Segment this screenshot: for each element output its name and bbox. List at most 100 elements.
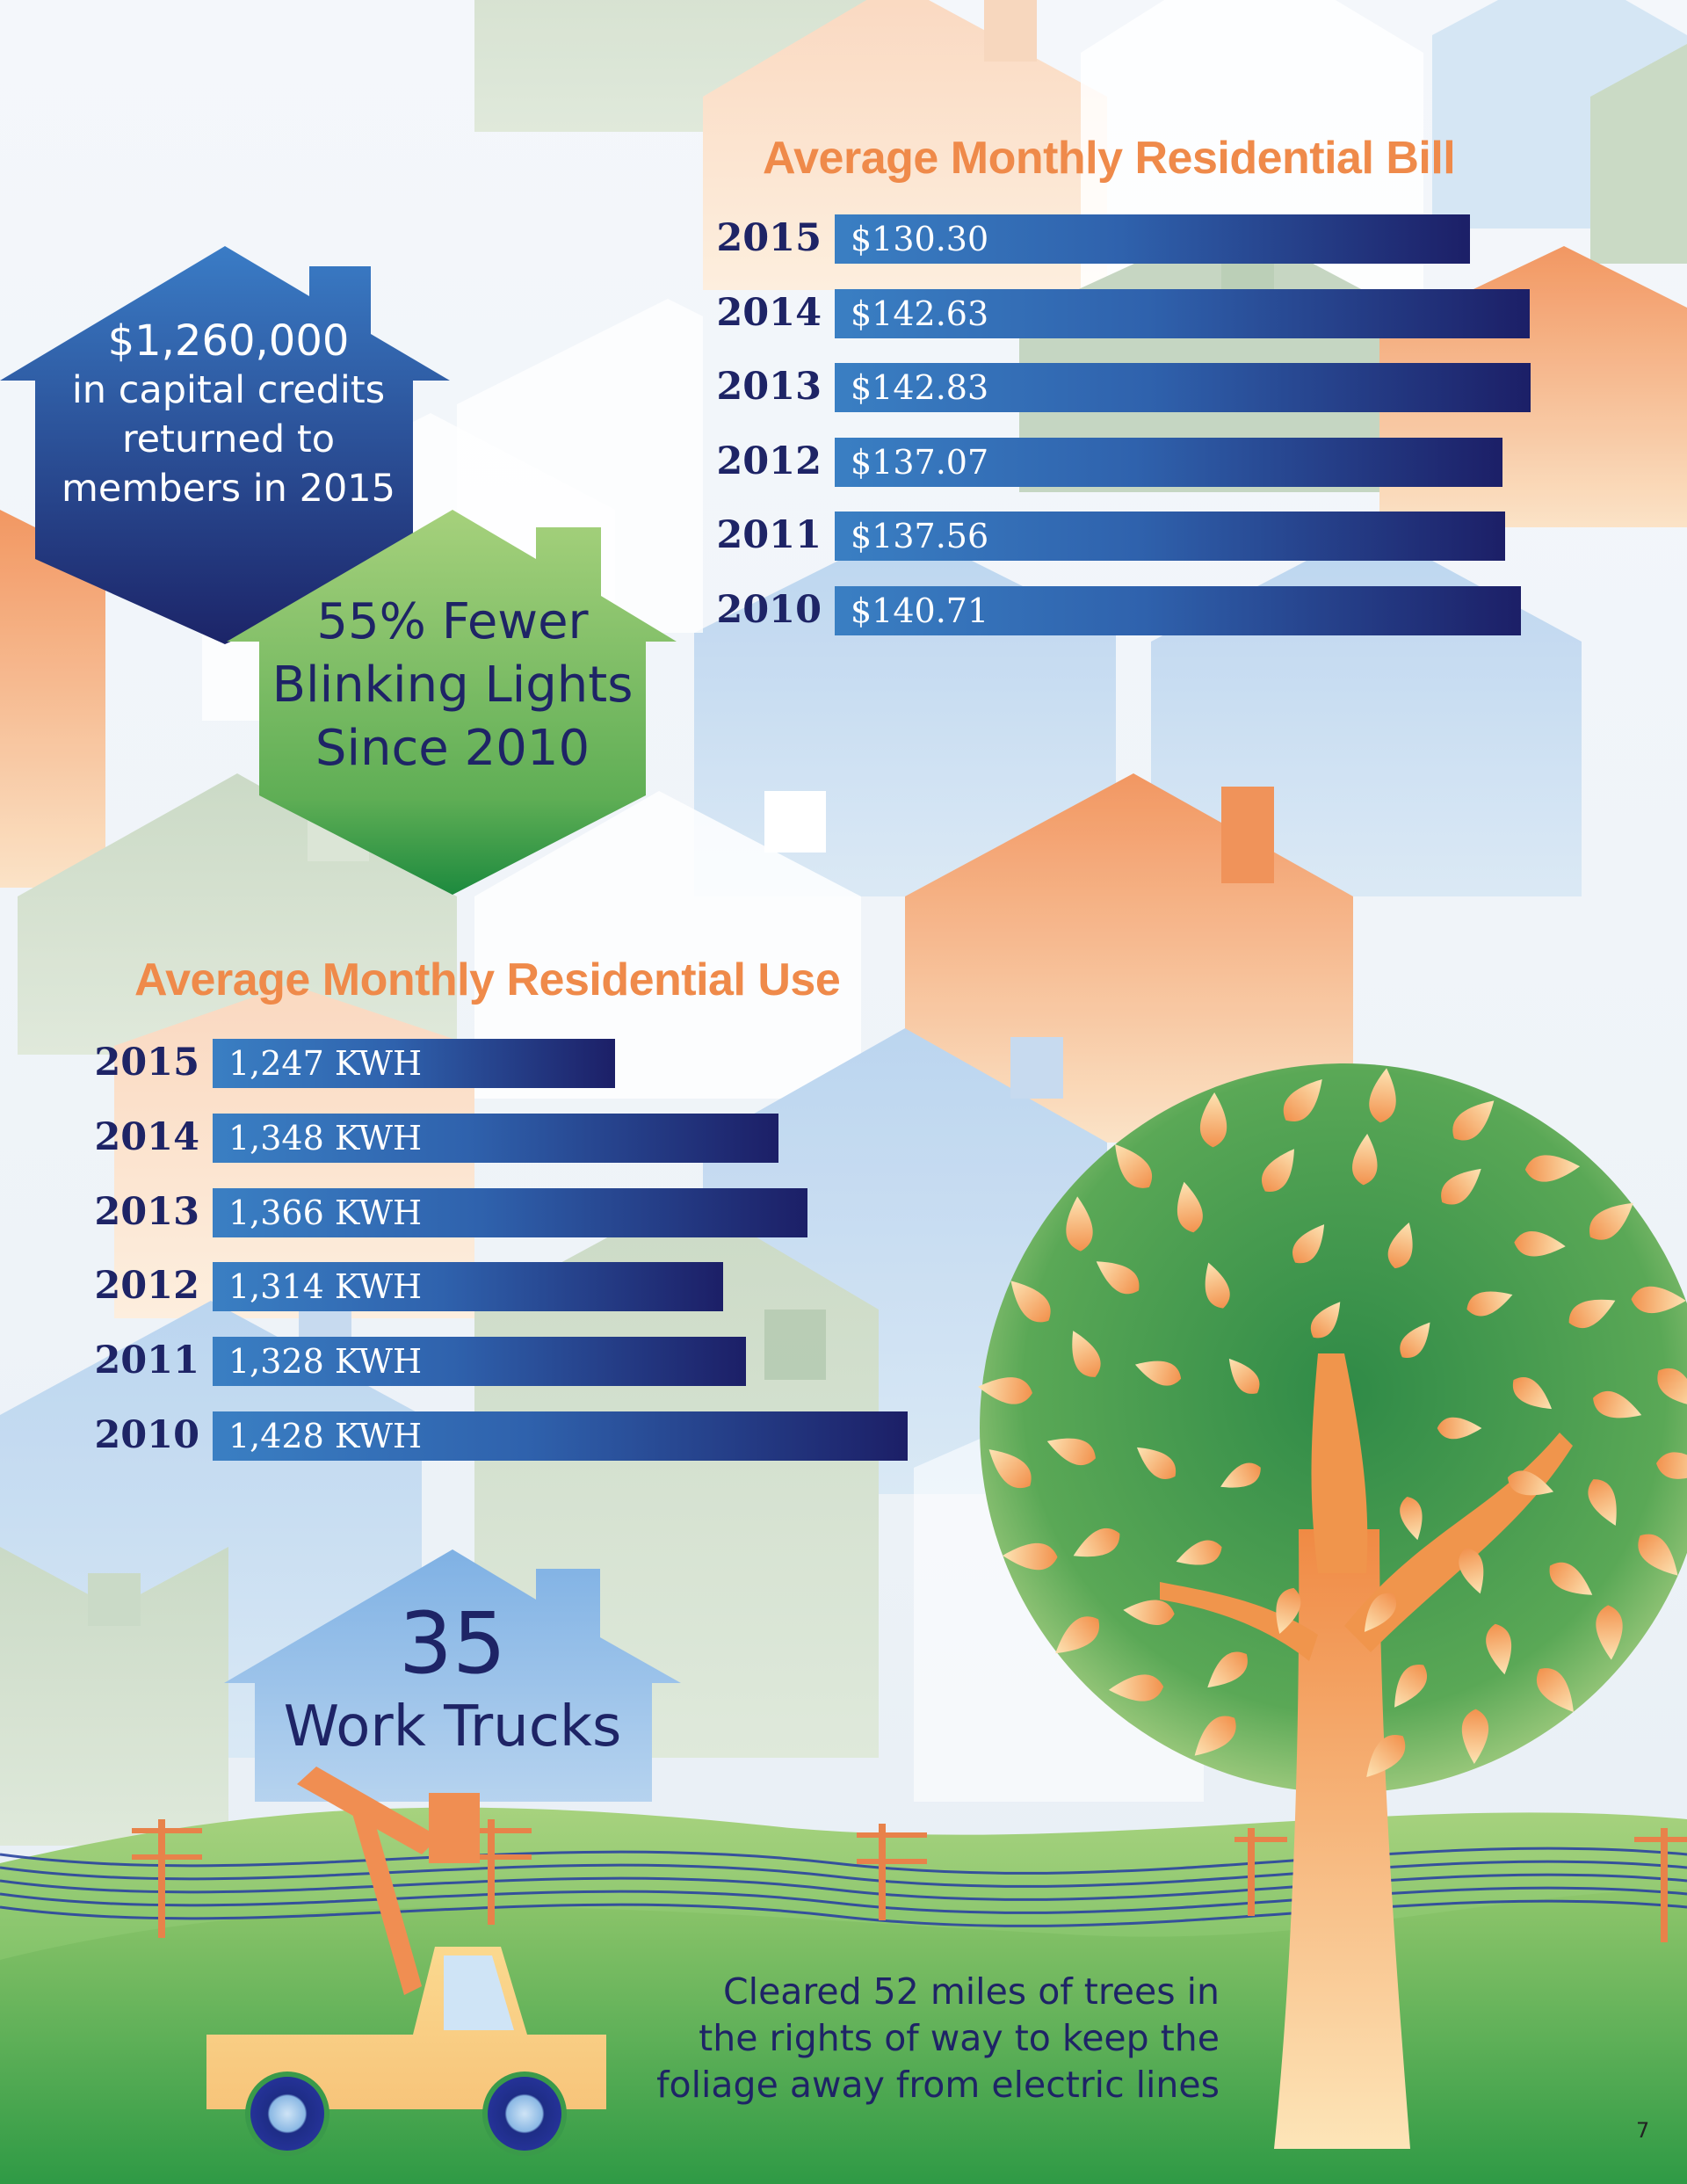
tree-leaf bbox=[1115, 1143, 1153, 1188]
use-value-label-2012: 1,314 KWH bbox=[228, 1267, 423, 1307]
bill-value-label-2012: $137.07 bbox=[851, 442, 989, 482]
tree-leaf bbox=[1177, 1181, 1203, 1233]
bill-value-label-2014: $142.63 bbox=[851, 294, 989, 333]
tree-leaf bbox=[1276, 1587, 1301, 1635]
tree-leaf bbox=[1108, 1674, 1164, 1701]
trucks-house-shape bbox=[224, 1549, 681, 1802]
tree-leaf bbox=[1352, 1134, 1378, 1186]
tree-leaf bbox=[1010, 1281, 1051, 1323]
tree-leaf bbox=[1292, 1224, 1325, 1264]
use-year-label-2011: 2011 bbox=[94, 1339, 199, 1383]
bill-bar-2011 bbox=[835, 512, 1505, 562]
tree-leaf bbox=[1486, 1623, 1512, 1675]
page-number: 7 bbox=[1636, 2118, 1650, 2143]
tree-leaf bbox=[1512, 1377, 1553, 1410]
tree-leaf bbox=[988, 1449, 1032, 1489]
tree-leaf bbox=[1400, 1497, 1423, 1541]
tree-leaf bbox=[1596, 1605, 1623, 1660]
tree-leaf bbox=[1364, 1593, 1396, 1632]
use-value-label-2015: 1,247 KWH bbox=[228, 1044, 423, 1083]
tree-leaf bbox=[1366, 1735, 1406, 1778]
bill-year-label-2014: 2014 bbox=[716, 290, 822, 335]
tree-leaf bbox=[1387, 1222, 1413, 1269]
bucket-truck-illustration bbox=[206, 1767, 606, 2156]
tree-leaf bbox=[1072, 1331, 1101, 1377]
tree-leaf bbox=[1003, 1542, 1058, 1571]
tree-leaf bbox=[1461, 1709, 1489, 1764]
tree-leaf bbox=[1194, 1716, 1236, 1756]
bill-value-label-2011: $137.56 bbox=[851, 517, 989, 556]
tree-leaf bbox=[1524, 1155, 1581, 1182]
bill-year-label-2015: 2015 bbox=[716, 216, 822, 260]
tree-leaf bbox=[1631, 1286, 1686, 1314]
tree-leaf bbox=[977, 1377, 1032, 1404]
use-year-label-2010: 2010 bbox=[94, 1413, 199, 1457]
tree-leaf bbox=[1400, 1322, 1430, 1359]
bill-value-label-2013: $142.83 bbox=[851, 368, 989, 408]
bill-year-label-2010: 2010 bbox=[716, 588, 822, 632]
tree-leaf bbox=[1638, 1534, 1678, 1576]
use-year-label-2015: 2015 bbox=[94, 1041, 199, 1085]
tree-leaf bbox=[1441, 1168, 1481, 1205]
blinking-house-shape bbox=[227, 510, 677, 895]
use-value-label-2014: 1,348 KWH bbox=[228, 1118, 423, 1157]
bill-bar-2012 bbox=[835, 437, 1502, 487]
tree-leaf bbox=[1096, 1261, 1140, 1295]
tree-leaf bbox=[1549, 1562, 1593, 1595]
tree-leaf bbox=[1466, 1291, 1513, 1317]
credits-text-line2: returned to bbox=[121, 417, 336, 461]
bill-bar-2015 bbox=[835, 214, 1470, 264]
cleared-text-line3: foliage away from electric lines bbox=[656, 2064, 1220, 2106]
use-chart-title: Average Monthly Residential Use bbox=[134, 954, 841, 1005]
power-lines bbox=[0, 1847, 1687, 1927]
tree-leaf bbox=[1136, 1447, 1177, 1479]
tree-leaf bbox=[1046, 1438, 1096, 1466]
tree-leaf bbox=[1205, 1262, 1230, 1309]
use-value-label-2010: 1,428 KWH bbox=[228, 1417, 423, 1455]
tree-leaf bbox=[1369, 1068, 1396, 1123]
work-trucks-number: 35 bbox=[398, 1594, 507, 1693]
tree-leaf bbox=[1220, 1462, 1261, 1488]
tree-leaf bbox=[1310, 1302, 1341, 1339]
tree-leaf bbox=[1394, 1665, 1428, 1708]
use-year-label-2014: 2014 bbox=[94, 1114, 199, 1159]
use-year-label-2012: 2012 bbox=[94, 1264, 199, 1309]
tree-leaf bbox=[1134, 1360, 1182, 1386]
bill-year-label-2012: 2012 bbox=[716, 439, 822, 483]
use-year-label-2013: 2013 bbox=[94, 1189, 199, 1234]
credits-text-line1: in capital credits bbox=[71, 368, 386, 412]
blinking-text-line2: Blinking Lights bbox=[272, 657, 634, 714]
tree-leaf bbox=[1459, 1548, 1484, 1594]
tree-leaf bbox=[1055, 1616, 1100, 1654]
blinking-text-line1: 55% Fewer bbox=[316, 593, 589, 650]
use-bar-2015 bbox=[213, 1039, 615, 1088]
bill-year-label-2013: 2013 bbox=[716, 365, 822, 410]
bill-value-label-2010: $140.71 bbox=[851, 591, 989, 630]
bill-bar-2013 bbox=[835, 363, 1531, 413]
bill-bar-2014 bbox=[835, 288, 1530, 338]
use-bar-2013 bbox=[213, 1187, 807, 1237]
tree-leaf bbox=[1656, 1452, 1687, 1479]
tree-leaf bbox=[1589, 1202, 1633, 1240]
use-bar-2011 bbox=[213, 1337, 746, 1387]
tree-leaf bbox=[1261, 1149, 1294, 1192]
work-trucks-label: Work Trucks bbox=[283, 1694, 622, 1760]
tree-leaf bbox=[1536, 1668, 1574, 1713]
bill-bar-2010 bbox=[835, 586, 1521, 635]
credits-text-line3: members in 2015 bbox=[61, 467, 396, 511]
tree-leaf bbox=[1452, 1100, 1495, 1141]
blinking-lights-callout: 55% Fewer Blinking Lights Since 2010 bbox=[255, 591, 650, 780]
use-bar-2012 bbox=[213, 1262, 723, 1312]
tree-leaf bbox=[1507, 1470, 1554, 1496]
tree-leaf bbox=[1593, 1390, 1642, 1419]
use-bar-2014 bbox=[213, 1113, 778, 1163]
credits-amount: $1,260,000 bbox=[107, 316, 350, 366]
tree-leaf bbox=[1207, 1651, 1248, 1688]
use-value-label-2011: 1,328 KWH bbox=[228, 1342, 423, 1382]
use-bar-2010 bbox=[213, 1411, 908, 1461]
tree-leaf bbox=[1657, 1368, 1687, 1407]
cleared-text-line2: the rights of way to keep the bbox=[699, 2017, 1220, 2059]
tree-leaf bbox=[1073, 1528, 1120, 1557]
use-value-label-2013: 1,366 KWH bbox=[228, 1193, 423, 1232]
credits-house-shape bbox=[0, 246, 450, 644]
